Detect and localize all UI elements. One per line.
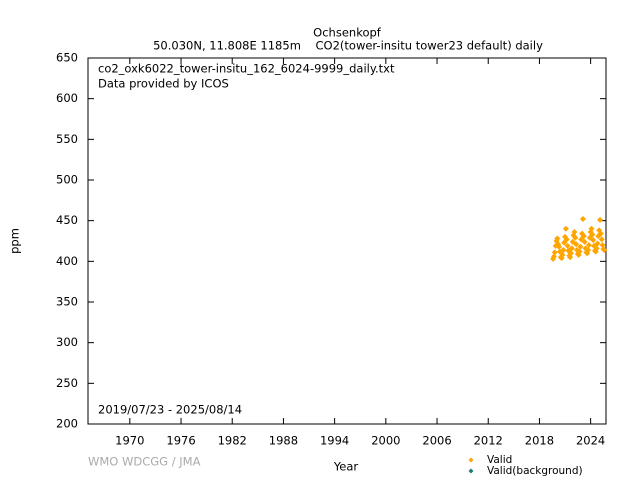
x-tick-label: 2024 xyxy=(576,434,605,448)
data-point xyxy=(588,225,595,232)
y-axis-label: ppm xyxy=(8,228,22,254)
data-point xyxy=(560,246,567,253)
data-point xyxy=(593,245,600,252)
x-tick-label: 2000 xyxy=(371,434,400,448)
y-tick-label: 650 xyxy=(56,51,78,65)
data-point xyxy=(597,230,604,237)
data-point xyxy=(599,242,606,249)
data-point xyxy=(590,237,597,244)
data-point xyxy=(589,231,596,238)
x-tick-label: 2006 xyxy=(422,434,451,448)
data-point xyxy=(573,241,580,248)
y-tick-label: 200 xyxy=(56,417,78,431)
data-point xyxy=(568,250,575,257)
legend-label: Valid(background) xyxy=(487,465,583,477)
data-point xyxy=(556,243,563,250)
data-point xyxy=(581,238,588,245)
file-annotation: co2_oxk6022_tower-insitu_162_6024-9999_d… xyxy=(98,62,395,76)
y-tick-label: 350 xyxy=(56,295,78,309)
data-point xyxy=(577,243,584,250)
y-tick-label: 450 xyxy=(56,213,78,227)
data-point xyxy=(579,216,586,223)
x-tick-label: 2012 xyxy=(474,434,503,448)
data-point xyxy=(597,216,604,223)
x-tick-label: 1982 xyxy=(218,434,247,448)
data-point xyxy=(571,229,578,236)
y-tick-label: 300 xyxy=(56,335,78,349)
data-point xyxy=(568,245,575,252)
x-tick-label: 1988 xyxy=(269,434,298,448)
x-tick-label: 1994 xyxy=(320,434,349,448)
plot-frame xyxy=(87,57,607,425)
legend-label: Valid xyxy=(487,454,512,466)
chart-subtitle: 50.030N, 11.808E 1185m CO2(tower-insitu … xyxy=(153,39,543,53)
y-tick-label: 500 xyxy=(56,173,78,187)
data-point xyxy=(594,240,601,247)
y-tick-label: 250 xyxy=(56,376,78,390)
data-point xyxy=(559,251,566,258)
legend-marker xyxy=(468,468,474,474)
credit-annotation: WMO WDCGG / JMA xyxy=(88,455,201,469)
data-point xyxy=(585,242,592,249)
legend-marker xyxy=(468,457,474,463)
data-point xyxy=(558,255,565,262)
y-tick-label: 600 xyxy=(56,91,78,105)
data-point xyxy=(598,236,605,243)
y-tick-label: 400 xyxy=(56,254,78,268)
data-point xyxy=(601,246,608,253)
data-point xyxy=(580,233,587,240)
data-point xyxy=(576,248,583,255)
x-tick-label: 1970 xyxy=(115,434,144,448)
y-tick-label: 550 xyxy=(56,132,78,146)
data-point xyxy=(554,235,561,242)
data-point xyxy=(564,242,571,249)
data-point xyxy=(567,254,574,261)
chart-title: Ochsenkopf xyxy=(313,26,382,40)
date-range-annotation: 2019/07/23 - 2025/08/14 xyxy=(98,403,242,417)
x-tick-label: 1976 xyxy=(166,434,195,448)
source-annotation: Data provided by ICOS xyxy=(98,77,229,91)
x-tick-label: 2018 xyxy=(525,434,554,448)
data-point xyxy=(572,234,579,241)
x-axis-label: Year xyxy=(333,460,359,474)
data-point xyxy=(562,225,569,232)
data-point xyxy=(585,246,592,253)
data-point xyxy=(563,236,570,243)
data-point xyxy=(551,249,558,256)
data-point xyxy=(550,253,557,260)
